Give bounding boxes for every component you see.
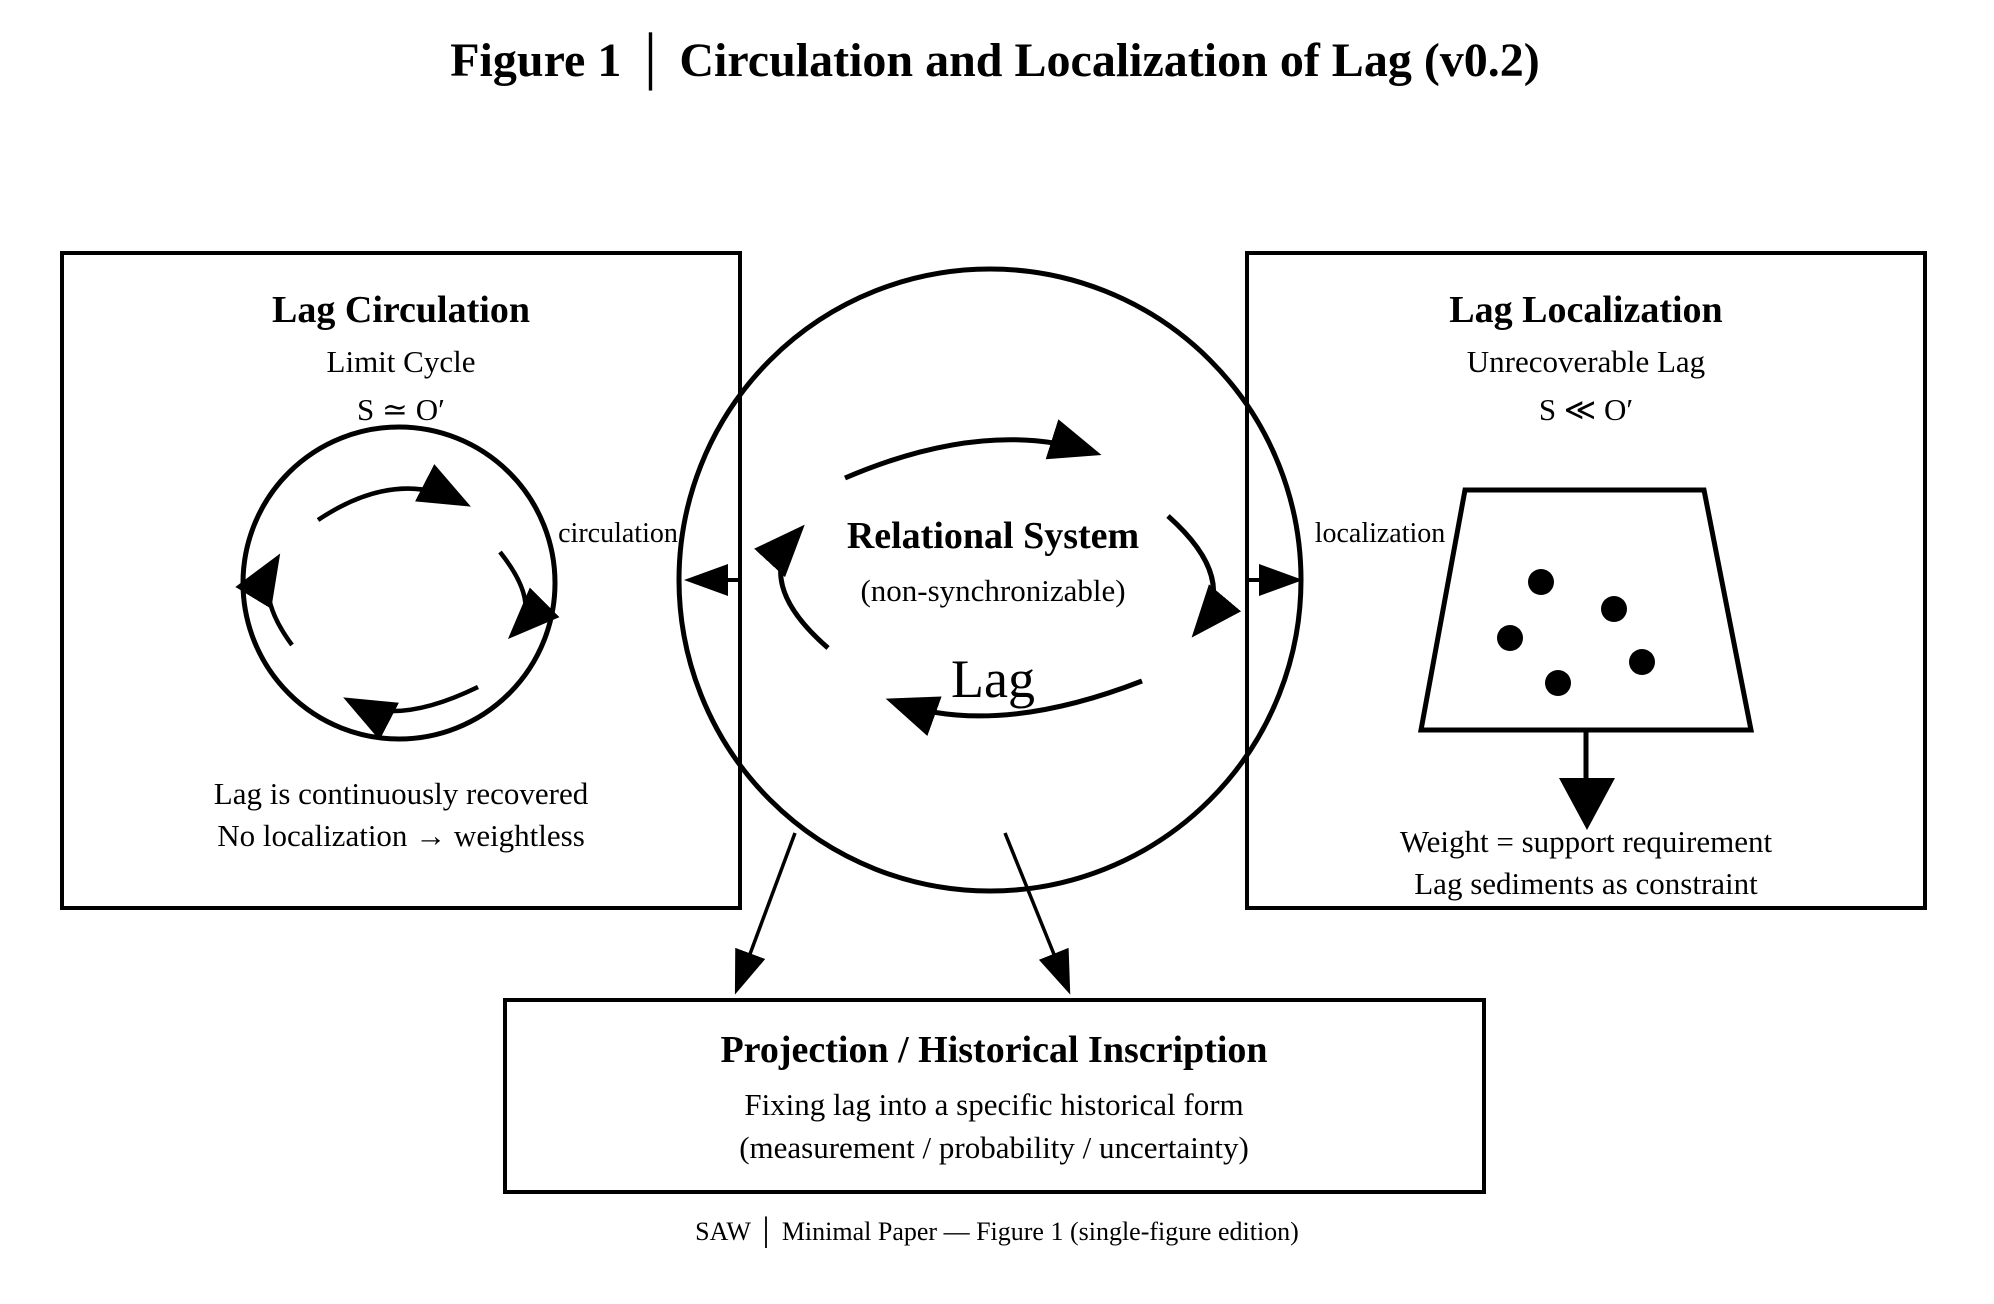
cycle-arrow-bottom [343, 684, 479, 741]
lag-circulation-heading: Lag Circulation [272, 289, 530, 331]
weight-note-line1: Weight = support requirement [1400, 824, 1773, 859]
non-synchronizable-subheading: (non-synchronizable) [860, 573, 1125, 608]
lag-circulation-panel: Lag Circulation Limit Cycle S ≃ O′ Lag i… [60, 251, 742, 910]
sediment-trapezoid [1418, 487, 1755, 733]
sediment-dot [1545, 670, 1571, 696]
lag-sediment-dots [1497, 569, 1655, 696]
limit-cycle-subheading: Limit Cycle [327, 344, 476, 379]
cycle-arrow-left [235, 553, 294, 647]
unrecoverable-lag-subheading: Unrecoverable Lag [1467, 344, 1705, 379]
s-much-less-relation: S ≪ O′ [1539, 392, 1633, 427]
relational-arrow-right [1166, 514, 1242, 638]
s-similar-relation: S ≃ O′ [357, 392, 445, 427]
lag-localization-heading: Lag Localization [1449, 289, 1722, 331]
relational-system-group: Relational System (non-synchronizable) L… [676, 266, 1304, 894]
circulation-edge-label: circulation [558, 518, 678, 549]
sediment-dot [1497, 625, 1523, 651]
circulation-note-line2: No localization → weightless [217, 818, 585, 853]
cycle-arrow-top [316, 464, 471, 522]
sediment-dot [1528, 569, 1554, 595]
projection-arrow-right [1003, 832, 1071, 995]
projection-box [503, 998, 1486, 1194]
relational-cycle-arrows [754, 419, 1242, 736]
lag-core-label: Lag [951, 649, 1035, 709]
circulation-cycle-arrows [235, 464, 560, 741]
sediment-dot [1629, 649, 1655, 675]
weight-arrowhead [1559, 778, 1615, 830]
figure-title: Figure 1 │ Circulation and Localization … [450, 32, 1540, 91]
projection-heading: Projection / Historical Inscription [720, 1029, 1267, 1071]
weight-note-line2: Lag sediments as constraint [1414, 866, 1758, 901]
projection-line2: (measurement / probability / uncertainty… [739, 1130, 1249, 1165]
projection-panel: Projection / Historical Inscription Fixi… [503, 998, 1486, 1194]
relational-arrow-top [844, 419, 1102, 481]
lag-localization-panel: Lag Localization Unrecoverable Lag S ≪ O… [1245, 251, 1927, 910]
projection-arrow-left [734, 832, 797, 995]
cycle-arrow-right [498, 550, 560, 640]
relational-system-heading: Relational System [847, 515, 1139, 557]
localization-edge-label: localization [1315, 518, 1446, 549]
limit-cycle-circle [240, 424, 558, 742]
relational-arrow-left [754, 524, 830, 650]
sediment-dot [1601, 596, 1627, 622]
projection-line1: Fixing lag into a specific historical fo… [744, 1087, 1243, 1122]
weight-arrow [1559, 730, 1615, 830]
circulation-note-line1: Lag is continuously recovered [214, 776, 589, 811]
relational-arrow-bottom [885, 678, 1143, 736]
figure-footer: SAW │ Minimal Paper — Figure 1 (single-f… [695, 1216, 1299, 1248]
